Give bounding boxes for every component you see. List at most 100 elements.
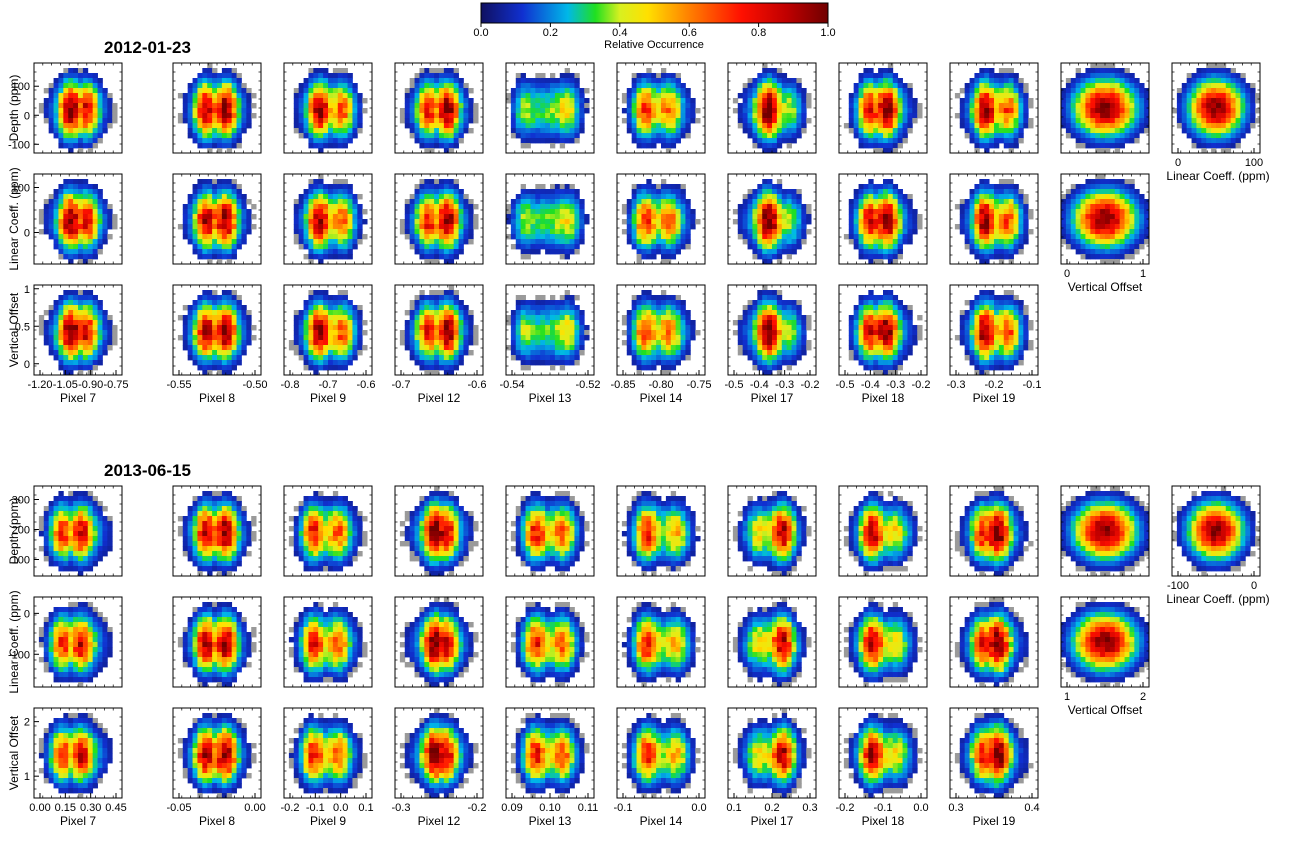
heatmap-cell bbox=[207, 123, 213, 129]
heatmap-cell bbox=[781, 118, 788, 124]
heatmap-cell bbox=[772, 88, 778, 94]
heatmap-cell bbox=[559, 254, 566, 260]
heatmap-cell bbox=[675, 199, 681, 205]
heatmap-cell bbox=[217, 179, 223, 185]
heatmap-cell bbox=[641, 189, 647, 195]
heatmap-cell bbox=[969, 118, 975, 124]
heatmap-cell bbox=[665, 300, 672, 306]
heatmap-cell bbox=[559, 133, 566, 139]
heatmap-cell bbox=[670, 133, 677, 139]
heatmap-cell bbox=[97, 138, 103, 144]
heatmap-cell bbox=[453, 330, 459, 336]
heatmap-cell bbox=[554, 244, 561, 250]
heatmap-cell bbox=[439, 295, 445, 301]
heatmap-cell bbox=[453, 244, 459, 250]
heatmap-cell bbox=[636, 315, 642, 321]
heatmap-cell bbox=[352, 345, 358, 351]
heatmap-cell bbox=[332, 93, 339, 99]
heatmap-cell bbox=[293, 315, 300, 321]
heatmap-cell bbox=[670, 128, 677, 134]
heatmap-cell bbox=[87, 360, 94, 366]
heatmap-cell bbox=[742, 234, 748, 240]
heatmap-cell bbox=[332, 360, 339, 366]
heatmap-cell bbox=[443, 68, 450, 74]
heatmap-cell bbox=[670, 123, 677, 129]
heatmap-cell bbox=[670, 229, 677, 235]
heatmap-cell bbox=[58, 320, 64, 326]
heatmap-cell bbox=[362, 330, 368, 336]
heatmap-cell bbox=[979, 103, 985, 109]
heatmap-cell bbox=[448, 204, 455, 210]
heatmap-cell bbox=[217, 108, 223, 114]
heatmap-cell bbox=[742, 320, 748, 326]
heatmap-cell bbox=[102, 350, 108, 356]
heatmap-cell bbox=[574, 113, 580, 119]
heatmap-cell bbox=[352, 103, 358, 109]
heatmap-cell bbox=[520, 118, 526, 124]
heatmap-cell bbox=[801, 93, 807, 99]
heatmap-cell bbox=[781, 355, 788, 361]
heatmap-cell bbox=[332, 83, 339, 89]
heatmap-cell bbox=[212, 143, 218, 149]
heatmap-cell bbox=[902, 315, 908, 321]
heatmap-cell bbox=[342, 325, 348, 331]
heatmap-cell bbox=[429, 335, 435, 341]
heatmap-cell bbox=[318, 68, 324, 74]
heatmap-cell bbox=[853, 103, 859, 109]
heatmap-cell bbox=[574, 108, 580, 114]
heatmap-cell bbox=[414, 300, 420, 306]
heatmap-cell bbox=[357, 229, 363, 235]
heatmap-cell bbox=[337, 189, 344, 195]
heatmap-cell bbox=[656, 355, 662, 361]
heatmap-cell bbox=[82, 88, 89, 94]
heatmap-cell bbox=[323, 214, 329, 220]
heatmap-cell bbox=[762, 239, 768, 245]
heatmap-cell bbox=[207, 148, 213, 154]
heatmap-cell bbox=[68, 259, 74, 265]
colorbar-scale bbox=[480, 2, 829, 24]
heatmap-cell bbox=[791, 189, 797, 195]
heatmap-cell bbox=[559, 118, 566, 124]
heatmap-cell bbox=[202, 320, 208, 326]
heatmap-cell bbox=[742, 315, 748, 321]
heatmap-cell bbox=[414, 305, 420, 311]
heatmap-cell bbox=[187, 239, 193, 245]
heatmap-cell bbox=[303, 234, 309, 240]
heatmap-cell bbox=[419, 305, 425, 311]
heatmap-cell bbox=[197, 214, 203, 220]
heatmap-cell bbox=[863, 310, 869, 316]
heatmap-cell bbox=[236, 229, 242, 235]
heatmap-cell bbox=[434, 98, 440, 104]
heatmap-cell bbox=[887, 320, 894, 326]
heatmap-cell bbox=[579, 113, 585, 119]
heatmap-cell bbox=[342, 300, 348, 306]
heatmap-cell bbox=[892, 199, 899, 205]
heatmap-cell bbox=[347, 239, 353, 245]
heatmap-cell bbox=[439, 325, 445, 331]
heatmap-cell bbox=[226, 189, 233, 195]
heatmap-cell bbox=[107, 340, 113, 346]
heatmap-cell bbox=[651, 335, 657, 341]
heatmap-cell bbox=[226, 184, 233, 190]
heatmap-cell bbox=[883, 123, 889, 129]
heatmap-cell bbox=[187, 355, 193, 361]
heatmap-cell bbox=[241, 315, 247, 321]
heatmap-cell bbox=[236, 325, 242, 331]
heatmap-cell bbox=[559, 310, 566, 316]
heatmap-cell bbox=[853, 224, 859, 230]
heatmap-cell bbox=[342, 234, 348, 240]
heatmap-cell bbox=[772, 305, 778, 311]
heatmap-cell bbox=[87, 78, 94, 84]
heatmap-cell bbox=[574, 340, 580, 346]
heatmap-cell bbox=[68, 330, 74, 336]
heatmap-cell bbox=[853, 244, 859, 250]
heatmap-cell bbox=[414, 88, 420, 94]
heatmap-cell bbox=[424, 199, 430, 205]
heatmap-cell bbox=[626, 128, 633, 134]
heatmap-cell bbox=[520, 295, 526, 301]
heatmap-cell bbox=[112, 224, 118, 230]
heatmap-cell bbox=[453, 300, 459, 306]
heatmap-cell bbox=[414, 340, 420, 346]
heatmap-cell bbox=[646, 254, 652, 260]
heatmap-cell bbox=[443, 204, 450, 210]
